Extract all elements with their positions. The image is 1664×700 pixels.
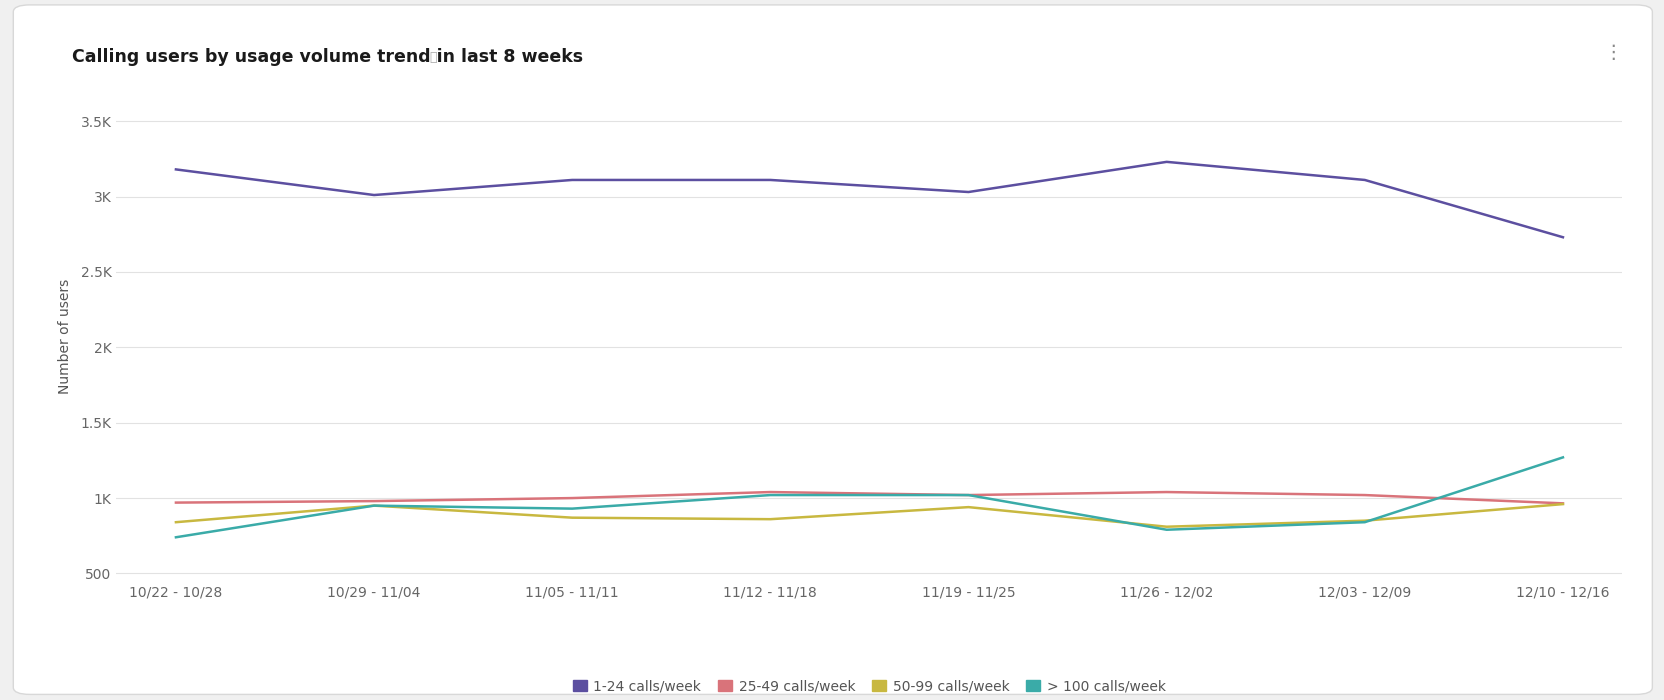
50-99 calls/week [1156,522,1176,531]
1-24 calls/week [1156,158,1176,166]
50-99 calls/week [1354,517,1374,525]
1-24 calls/week [760,176,780,184]
50-99 calls/week [562,514,582,522]
50-99 calls/week [1553,500,1572,508]
25-49 calls/week [760,488,780,496]
1-24 calls/week [364,191,384,200]
> 100 calls/week [760,491,780,499]
Text: Calling users by usage volume trend in last 8 weeks: Calling users by usage volume trend in l… [72,48,582,66]
25-49 calls/week [562,494,582,503]
25-49 calls/week [958,491,978,499]
> 100 calls/week [1553,453,1572,461]
> 100 calls/week [1354,518,1374,526]
Line: > 100 calls/week: > 100 calls/week [176,457,1562,538]
Line: 1-24 calls/week: 1-24 calls/week [176,162,1562,237]
50-99 calls/week [760,515,780,524]
> 100 calls/week [166,533,186,542]
> 100 calls/week [1156,526,1176,534]
25-49 calls/week [1156,488,1176,496]
Y-axis label: Number of users: Number of users [58,279,72,393]
50-99 calls/week [166,518,186,526]
> 100 calls/week [958,491,978,499]
25-49 calls/week [166,498,186,507]
Line: 25-49 calls/week: 25-49 calls/week [176,492,1562,503]
Text: ⋮: ⋮ [1602,43,1622,62]
Line: 50-99 calls/week: 50-99 calls/week [176,504,1562,526]
1-24 calls/week [1553,233,1572,242]
50-99 calls/week [958,503,978,511]
Text: ⓘ: ⓘ [429,51,438,64]
1-24 calls/week [958,188,978,196]
25-49 calls/week [1553,499,1572,508]
Legend: 1-24 calls/week, 25-49 calls/week, 50-99 calls/week, > 100 calls/week: 1-24 calls/week, 25-49 calls/week, 50-99… [567,673,1171,699]
1-24 calls/week [1354,176,1374,184]
> 100 calls/week [364,501,384,510]
25-49 calls/week [1354,491,1374,499]
25-49 calls/week [364,497,384,505]
1-24 calls/week [562,176,582,184]
> 100 calls/week [562,505,582,513]
50-99 calls/week [364,501,384,510]
1-24 calls/week [166,165,186,174]
